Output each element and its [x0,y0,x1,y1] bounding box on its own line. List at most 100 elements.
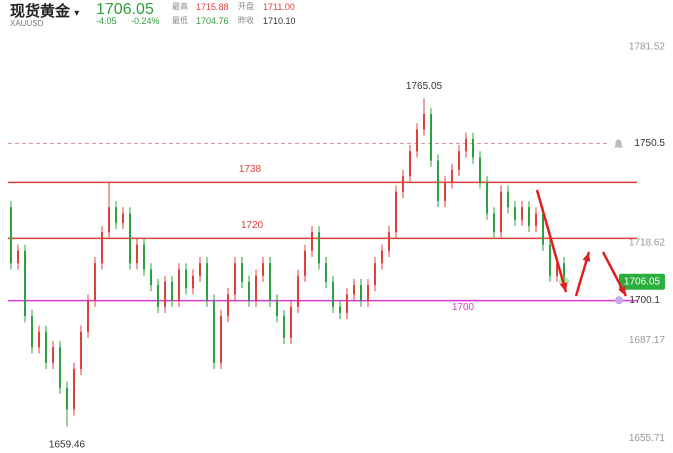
candle-body [325,263,327,282]
candle-body [115,207,117,223]
candle-body [101,232,103,264]
low-annotation: 1659.46 [49,439,86,450]
candle-body [381,250,383,264]
stat-label: 开盘 [238,2,254,11]
candle-body [556,263,558,276]
candle-body [17,250,19,264]
candle-body [479,157,481,183]
candle-body [171,281,173,301]
stat-label: 最低 [172,16,188,25]
candle-body [437,160,439,202]
candle-body [402,176,404,192]
candle-body [542,213,544,245]
candle-body [472,138,474,158]
candle-body [360,285,362,301]
candle-body [311,232,313,251]
candle-body [213,300,215,363]
line-tag: 1700.1 [629,295,660,306]
candle-body [122,213,124,223]
price: 1706.05 [96,1,154,18]
arrow-shaft [535,189,568,293]
candle-body [563,263,565,282]
candle-body [486,182,488,214]
stat-label: 最高 [172,2,188,11]
candle-body [136,244,138,264]
change-pct: -0.24% [131,16,160,26]
level-label: 1720 [241,220,264,231]
candle-body [339,306,341,314]
candle-body [367,285,369,301]
y-tick-label: 1718.62 [629,237,666,248]
candle-body [493,213,495,233]
candle-body [444,182,446,202]
line-handle [615,296,623,305]
candle-body [458,151,460,170]
candle-body [129,213,131,264]
candle-body [318,232,320,264]
candle-body [234,263,236,295]
candle-body [206,263,208,301]
arrow-head [618,286,626,296]
level-label: 1738 [239,164,262,175]
y-tick-label: 1687.17 [629,335,666,346]
stat-value: 1711.00 [263,2,295,12]
candle-body [353,285,355,295]
candle-body [465,138,467,152]
candle-body [220,316,222,363]
candle-body [395,191,397,233]
candle-body [528,207,530,226]
candle-body [507,191,509,208]
candle-body [332,281,334,307]
candle-body [157,285,159,307]
candle-body [255,275,257,301]
candle-body [66,387,68,410]
candle-body [276,300,278,317]
bell-icon [614,139,623,148]
candle-body [87,300,89,332]
candle-body [164,281,166,307]
candle-body [31,316,33,348]
candle-body [451,169,453,183]
candle-body [409,151,411,177]
candle-body [423,113,425,130]
candle-body [388,232,390,251]
candle-body [500,191,502,233]
candle-body [297,275,299,307]
instrument-name[interactable]: 现货黄金 ▾ [10,3,80,20]
candle-body [374,263,376,286]
candle-body [94,263,96,301]
candle-body [304,250,306,276]
price-tag: 1706.05 [624,276,661,287]
candle-body [416,129,418,152]
candle-body [535,213,537,226]
candle-body [185,269,187,289]
candle-body [80,331,82,370]
candle-body [73,369,75,410]
stat-value: 1704.76 [196,16,229,26]
candle-body [150,269,152,286]
candle-body [346,294,348,314]
y-tick-label: 1655.71 [629,433,666,444]
candle-body [10,207,12,264]
candle-body [143,244,145,270]
candle-body [269,263,271,301]
arrow-head [559,282,568,292]
candle-body [178,269,180,301]
candle-body [514,207,516,220]
y-tick-label: 1781.52 [629,42,666,53]
level-label: 1700 [452,302,475,313]
candle-body [45,331,47,363]
candle-body [52,347,54,363]
candle-body [227,294,229,317]
candle-body [430,113,432,161]
candle-body [199,263,201,276]
candle-body [283,316,285,338]
name: 现货黄金 [10,3,71,20]
candle-body [248,281,250,301]
alert-label: 1750.5 [634,138,665,149]
candle-body [241,263,243,282]
candle-body [108,207,110,233]
price-tag-box [619,273,665,290]
